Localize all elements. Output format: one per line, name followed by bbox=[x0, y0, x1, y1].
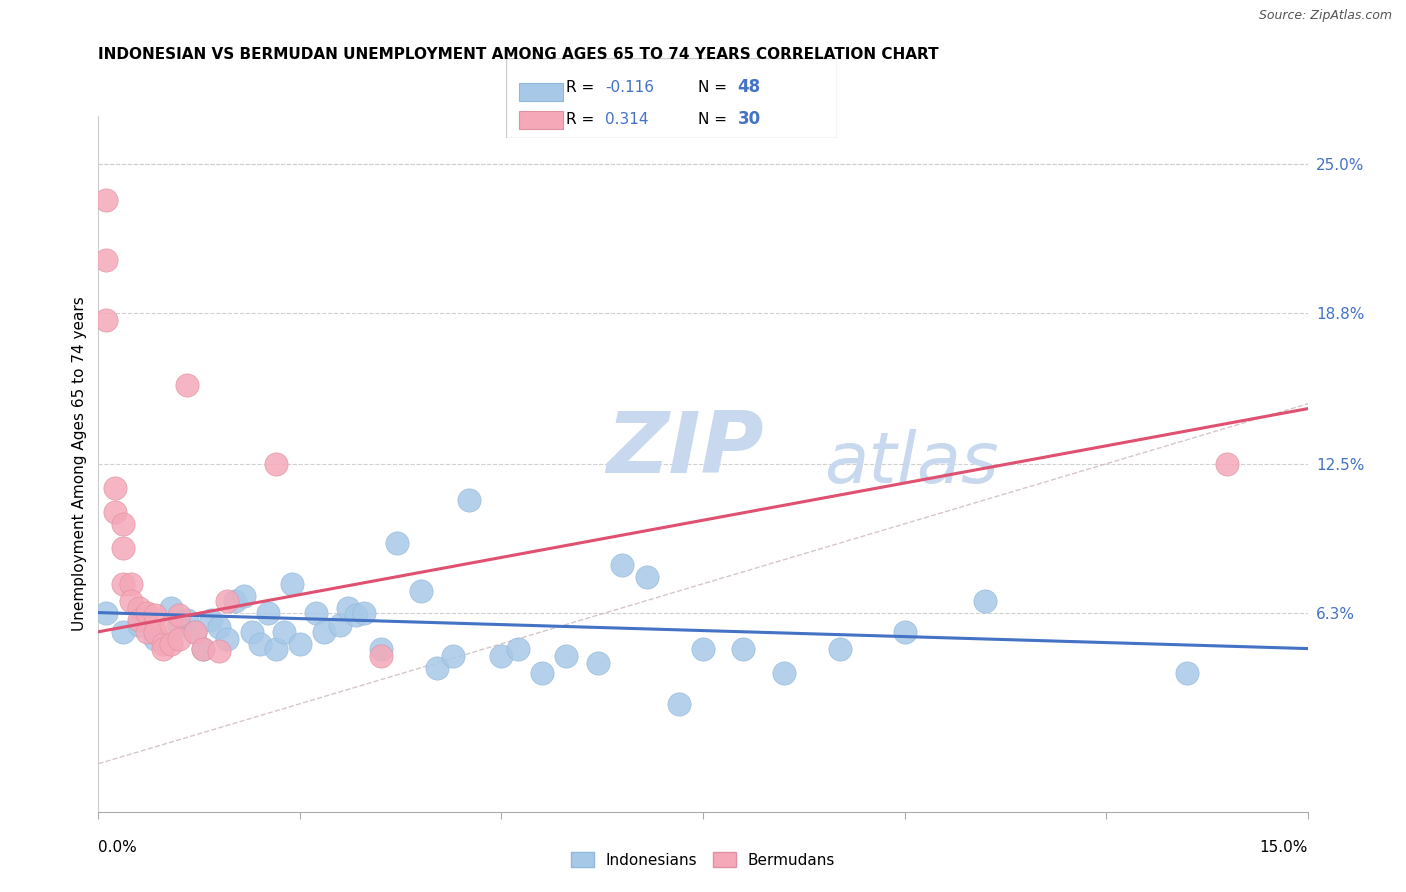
Text: 0.0%: 0.0% bbox=[98, 839, 138, 855]
Point bbox=[256, 606, 278, 620]
Point bbox=[217, 632, 239, 646]
Point bbox=[612, 558, 634, 572]
Point bbox=[160, 637, 183, 651]
Point bbox=[135, 606, 157, 620]
Point bbox=[184, 624, 207, 639]
Point bbox=[193, 641, 215, 656]
Point bbox=[128, 613, 150, 627]
Point bbox=[152, 637, 174, 651]
Point bbox=[232, 589, 254, 603]
Point bbox=[120, 593, 142, 607]
Text: 30: 30 bbox=[737, 111, 761, 128]
Text: -0.116: -0.116 bbox=[605, 79, 654, 95]
Point bbox=[555, 648, 578, 663]
Text: Source: ZipAtlas.com: Source: ZipAtlas.com bbox=[1258, 9, 1392, 22]
Point bbox=[273, 624, 295, 639]
Point bbox=[264, 641, 287, 656]
Point bbox=[249, 637, 271, 651]
FancyBboxPatch shape bbox=[506, 58, 837, 138]
Text: R =: R = bbox=[565, 112, 599, 127]
Point bbox=[200, 613, 222, 627]
Y-axis label: Unemployment Among Ages 65 to 74 years: Unemployment Among Ages 65 to 74 years bbox=[72, 296, 87, 632]
Point bbox=[111, 516, 134, 531]
Point bbox=[370, 648, 392, 663]
Point bbox=[96, 252, 118, 267]
Point bbox=[224, 593, 246, 607]
Point bbox=[167, 632, 190, 646]
Point bbox=[184, 624, 207, 639]
Point bbox=[176, 613, 198, 627]
Point bbox=[353, 606, 375, 620]
Point bbox=[111, 541, 134, 555]
Text: N =: N = bbox=[697, 112, 731, 127]
Point bbox=[143, 624, 166, 639]
Point bbox=[530, 665, 553, 680]
Legend: Indonesians, Bermudans: Indonesians, Bermudans bbox=[565, 846, 841, 873]
Point bbox=[120, 576, 142, 591]
Text: 0.314: 0.314 bbox=[605, 112, 648, 127]
Point bbox=[636, 569, 658, 583]
Point bbox=[111, 576, 134, 591]
Point bbox=[193, 641, 215, 656]
Text: R =: R = bbox=[565, 79, 599, 95]
Point bbox=[111, 624, 134, 639]
Point bbox=[167, 607, 190, 622]
Text: INDONESIAN VS BERMUDAN UNEMPLOYMENT AMONG AGES 65 TO 74 YEARS CORRELATION CHART: INDONESIAN VS BERMUDAN UNEMPLOYMENT AMON… bbox=[98, 47, 939, 62]
Point bbox=[288, 637, 311, 651]
Point bbox=[143, 632, 166, 646]
Point bbox=[772, 665, 794, 680]
Point bbox=[314, 624, 336, 639]
Point bbox=[828, 641, 851, 656]
FancyBboxPatch shape bbox=[519, 83, 562, 101]
FancyBboxPatch shape bbox=[519, 111, 562, 128]
Point bbox=[160, 617, 183, 632]
Point bbox=[281, 576, 304, 591]
Text: atlas: atlas bbox=[824, 429, 998, 499]
Point bbox=[264, 457, 287, 471]
Point bbox=[409, 584, 432, 599]
Point bbox=[240, 624, 263, 639]
Point bbox=[1216, 457, 1239, 471]
Point bbox=[974, 593, 997, 607]
Point bbox=[426, 661, 449, 675]
Point bbox=[370, 641, 392, 656]
Point bbox=[208, 620, 231, 634]
Point bbox=[344, 607, 367, 622]
Point bbox=[208, 644, 231, 658]
Point bbox=[668, 697, 690, 711]
Point bbox=[385, 536, 408, 550]
Point bbox=[733, 641, 755, 656]
Point bbox=[692, 641, 714, 656]
Point bbox=[160, 600, 183, 615]
Point bbox=[305, 606, 328, 620]
Point bbox=[167, 617, 190, 632]
Point bbox=[135, 624, 157, 639]
Point bbox=[176, 377, 198, 392]
Point bbox=[337, 600, 360, 615]
Point bbox=[217, 593, 239, 607]
Point bbox=[329, 617, 352, 632]
Text: 15.0%: 15.0% bbox=[1260, 839, 1308, 855]
Point bbox=[128, 600, 150, 615]
Point bbox=[491, 648, 513, 663]
Point bbox=[506, 641, 529, 656]
Point bbox=[103, 505, 125, 519]
Point bbox=[96, 313, 118, 327]
Text: N =: N = bbox=[697, 79, 731, 95]
Text: ZIP: ZIP bbox=[606, 409, 763, 491]
Text: 48: 48 bbox=[737, 78, 761, 96]
Point bbox=[96, 606, 118, 620]
Point bbox=[143, 607, 166, 622]
Point bbox=[893, 624, 915, 639]
Point bbox=[1175, 665, 1198, 680]
Point bbox=[152, 641, 174, 656]
Point bbox=[128, 617, 150, 632]
Point bbox=[458, 492, 481, 507]
Point bbox=[586, 656, 609, 670]
Point bbox=[103, 481, 125, 495]
Point bbox=[441, 648, 464, 663]
Point bbox=[96, 193, 118, 207]
